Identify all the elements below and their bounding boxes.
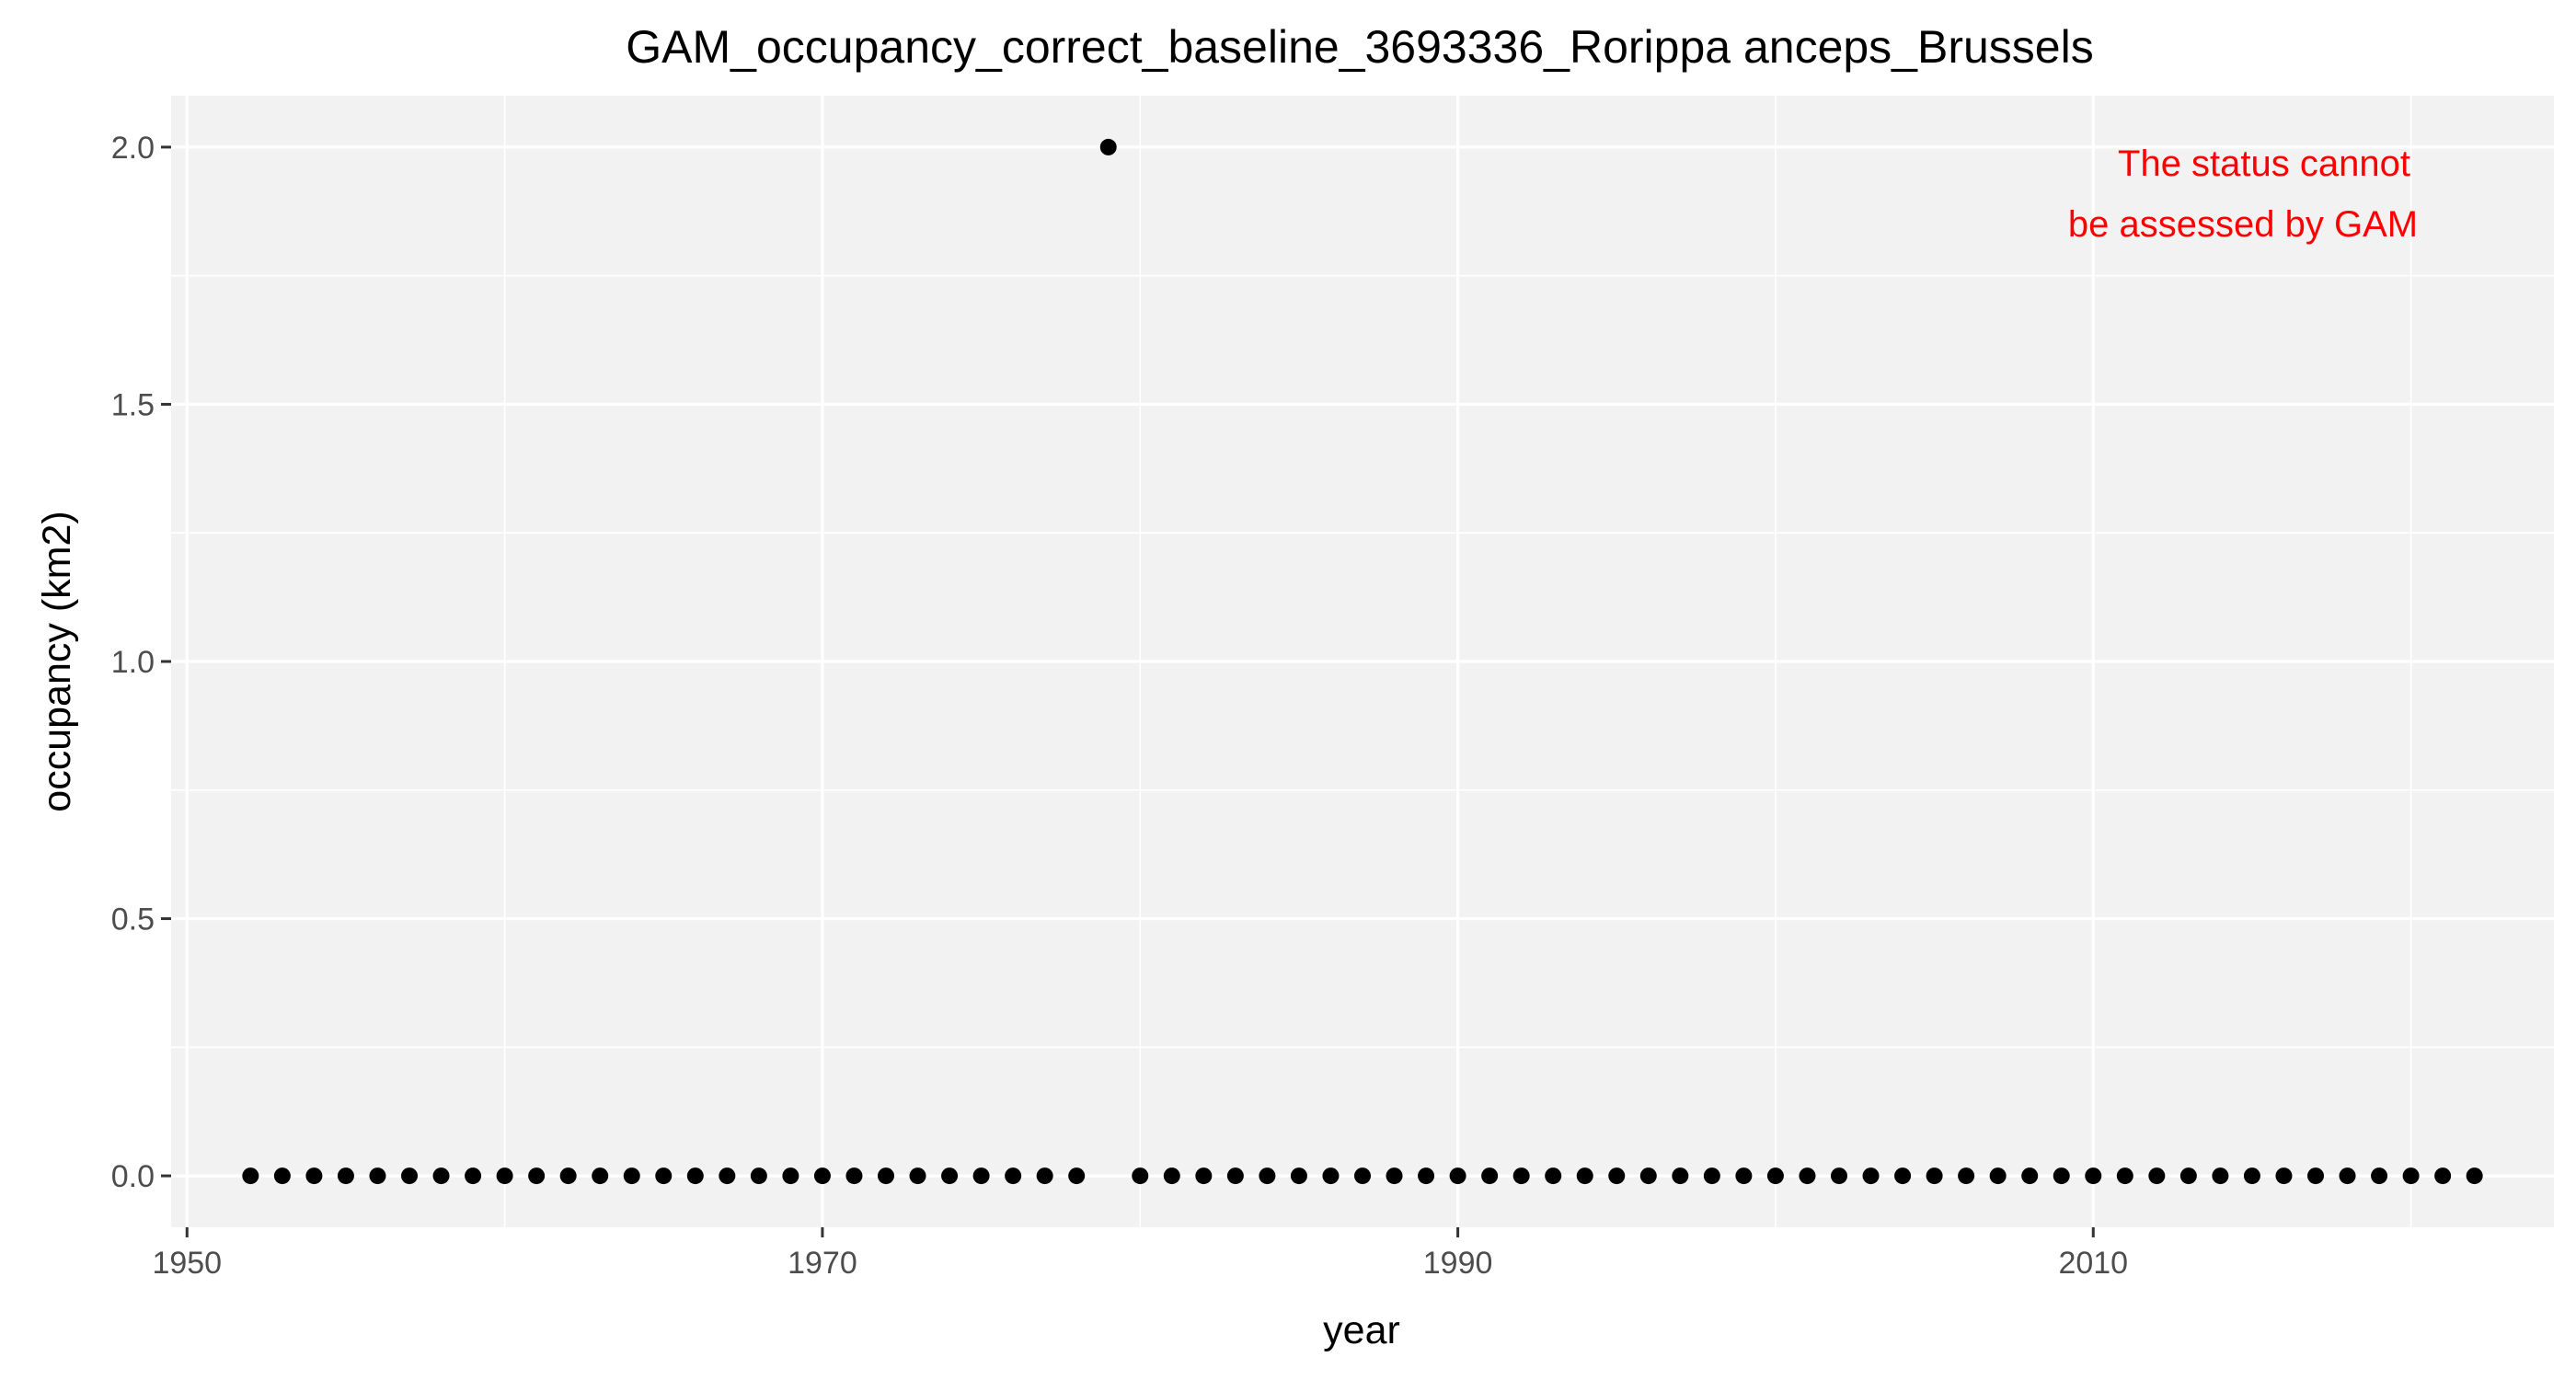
data-point — [941, 1167, 959, 1185]
y-tick-label: 1.0 — [111, 645, 155, 680]
data-point — [528, 1167, 546, 1185]
data-point — [592, 1167, 609, 1185]
y-tick-label: 0.5 — [111, 903, 155, 937]
data-point — [1226, 1167, 1244, 1185]
data-point — [1099, 138, 1117, 155]
data-point — [2053, 1167, 2070, 1185]
data-point — [2179, 1167, 2197, 1185]
data-point — [465, 1167, 482, 1185]
data-point — [273, 1167, 291, 1185]
data-point — [2466, 1167, 2483, 1185]
data-point — [1862, 1167, 1880, 1185]
data-point — [2243, 1167, 2260, 1185]
data-point — [1449, 1167, 1466, 1185]
data-point — [1639, 1167, 1657, 1185]
data-point — [1703, 1167, 1720, 1185]
data-point — [1894, 1167, 1912, 1185]
data-point — [2434, 1167, 2452, 1185]
y-tick-label: 2.0 — [111, 131, 155, 166]
data-point — [813, 1167, 831, 1185]
data-point — [1766, 1167, 1784, 1185]
y-tick-label: 1.5 — [111, 387, 155, 422]
x-axis-label: year — [1323, 1308, 1400, 1352]
data-point — [845, 1167, 863, 1185]
x-tick-label: 2010 — [2058, 1246, 2128, 1281]
data-point — [2402, 1167, 2420, 1185]
x-axis: 1950 1970 1990 2010 — [152, 1227, 2128, 1281]
data-point — [1195, 1167, 1213, 1185]
data-point — [305, 1167, 323, 1185]
data-point — [1989, 1167, 2007, 1185]
data-point — [1354, 1167, 1371, 1185]
data-point — [686, 1167, 704, 1185]
chart-title: GAM_occupancy_correct_baseline_3693336_R… — [626, 21, 2093, 73]
data-point — [1672, 1167, 1689, 1185]
data-point — [2212, 1167, 2229, 1185]
data-point — [623, 1167, 640, 1185]
data-point — [559, 1167, 577, 1185]
data-point — [432, 1167, 450, 1185]
data-point — [1958, 1167, 1975, 1185]
data-point — [2116, 1167, 2133, 1185]
data-point — [1735, 1167, 1753, 1185]
data-point — [401, 1167, 418, 1185]
annotation-line-1: The status cannot — [2118, 144, 2410, 184]
data-point — [782, 1167, 799, 1185]
data-point — [1036, 1167, 1053, 1185]
data-point — [972, 1167, 990, 1185]
y-tick-label: 0.0 — [111, 1159, 155, 1194]
x-tick-label: 1970 — [788, 1246, 857, 1281]
data-point — [1068, 1167, 1086, 1185]
data-point — [2339, 1167, 2356, 1185]
data-point — [337, 1167, 354, 1185]
data-point — [2371, 1167, 2388, 1185]
data-point — [2275, 1167, 2293, 1185]
data-point — [878, 1167, 894, 1185]
data-point — [750, 1167, 767, 1185]
data-point — [1386, 1167, 1403, 1185]
data-point — [1926, 1167, 1943, 1185]
data-point — [1831, 1167, 1847, 1185]
data-point — [1322, 1167, 1340, 1185]
data-point — [1259, 1167, 1276, 1185]
x-tick-label: 1990 — [1423, 1246, 1493, 1281]
annotation-line-2: be assessed by GAM — [2068, 204, 2418, 245]
data-point — [1608, 1167, 1626, 1185]
data-point — [1512, 1167, 1530, 1185]
y-axis-label: occupancy (km2) — [35, 511, 79, 811]
data-point — [2021, 1167, 2039, 1185]
data-point — [1418, 1167, 1435, 1185]
data-point — [2085, 1167, 2102, 1185]
data-point — [1799, 1167, 1816, 1185]
data-point — [1005, 1167, 1022, 1185]
data-point — [1132, 1167, 1149, 1185]
data-point — [1545, 1167, 1562, 1185]
data-point — [369, 1167, 386, 1185]
data-point — [1290, 1167, 1307, 1185]
data-point — [655, 1167, 673, 1185]
data-point — [1163, 1167, 1180, 1185]
x-tick-label: 1950 — [152, 1246, 222, 1281]
data-point — [1481, 1167, 1499, 1185]
data-point — [1576, 1167, 1593, 1185]
data-point — [719, 1167, 736, 1185]
data-point — [2307, 1167, 2324, 1185]
data-point — [242, 1167, 259, 1185]
y-axis: 0.0 0.5 1.0 1.5 2.0 — [111, 131, 171, 1194]
data-point — [909, 1167, 926, 1185]
data-point — [2148, 1167, 2166, 1185]
data-point — [496, 1167, 513, 1185]
data-points — [242, 138, 2483, 1185]
